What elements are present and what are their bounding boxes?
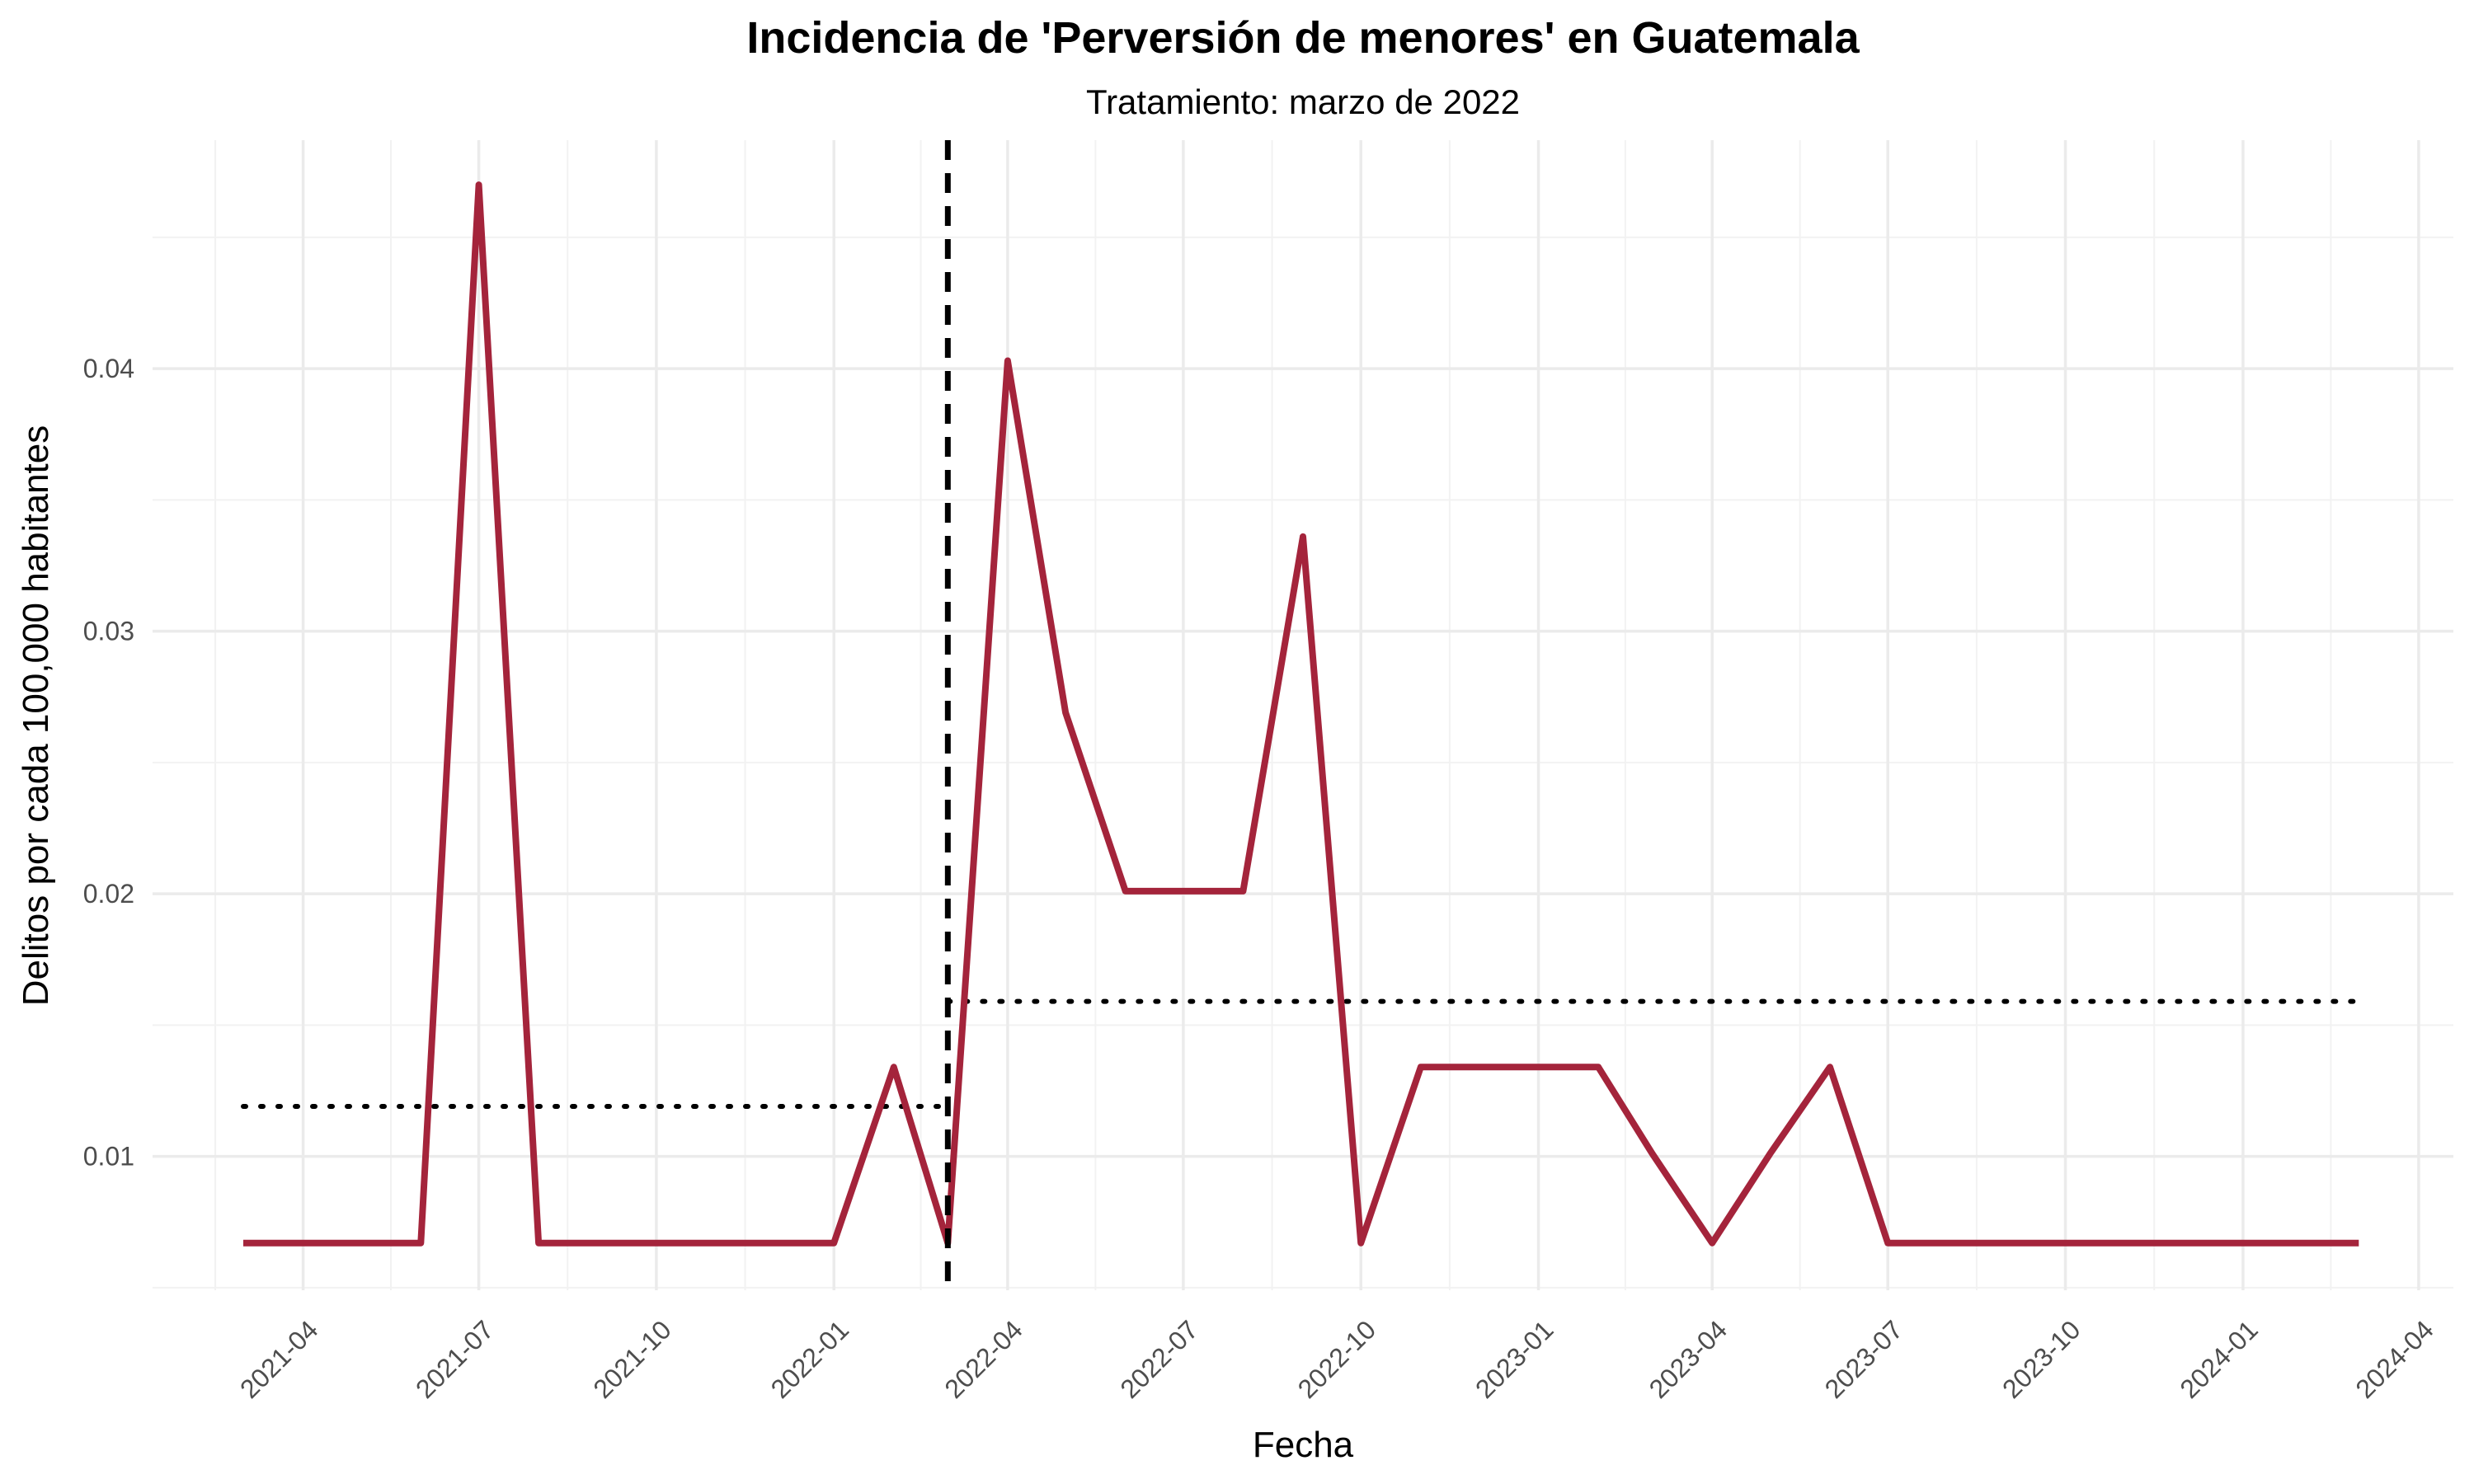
x-tick-label: 2023-01 <box>1470 1314 1559 1403</box>
y-tick-label: 0.01 <box>83 1142 134 1172</box>
x-tick-label: 2021-07 <box>410 1314 499 1403</box>
x-tick-label: 2022-01 <box>765 1314 854 1403</box>
x-tick-label: 2021-04 <box>234 1314 323 1403</box>
minor-grid-y <box>153 236 2453 1289</box>
series-line <box>243 181 2359 1247</box>
y-axis-title: Delitos por cada 100,000 habitantes <box>16 425 56 1007</box>
x-tick-labels: 2021-04 2021-07 2021-10 2022-01 2022-04 2022-… <box>234 1314 2439 1403</box>
x-tick-label: 2022-07 <box>1114 1314 1203 1403</box>
x-tick-label: 2022-10 <box>1292 1314 1381 1403</box>
x-tick-label: 2022-04 <box>938 1314 1028 1403</box>
x-tick-label: 2024-04 <box>2349 1314 2439 1403</box>
chart-title: Incidencia de 'Perversión de menores' en… <box>746 13 1860 63</box>
major-grid-x <box>301 140 2420 1290</box>
y-tick-label: 0.03 <box>83 617 134 646</box>
y-tick-label: 0.02 <box>83 879 134 909</box>
series-layer <box>243 181 2359 1247</box>
minor-grid-x <box>214 140 2332 1290</box>
x-tick-label: 2023-04 <box>1644 1314 1733 1403</box>
y-tick-labels: 0.01 0.02 0.03 0.04 <box>83 354 134 1171</box>
x-axis-title: Fecha <box>1253 1425 1354 1465</box>
y-tick-label: 0.04 <box>83 354 134 383</box>
x-tick-label: 2023-10 <box>1997 1314 2086 1403</box>
x-tick-label: 2024-01 <box>2174 1314 2263 1403</box>
x-tick-label: 2021-10 <box>587 1314 676 1403</box>
mean-lines <box>241 998 2362 1110</box>
x-tick-label: 2023-07 <box>1819 1314 1908 1403</box>
chart-subtitle: Tratamiento: marzo de 2022 <box>1086 82 1520 121</box>
